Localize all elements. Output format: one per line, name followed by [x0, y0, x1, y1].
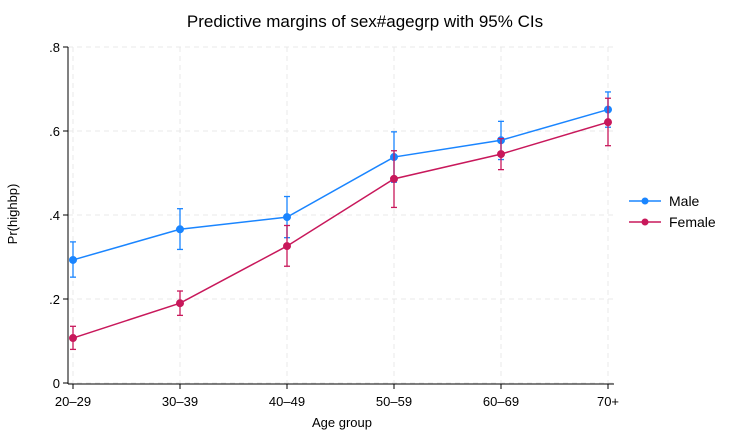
x-tick-label: 50–59 — [376, 394, 412, 409]
legend-marker-female — [641, 218, 649, 226]
legend: Male Female — [629, 193, 716, 230]
series-group — [69, 91, 612, 351]
y-tick-label: 0 — [53, 376, 60, 391]
chart-title: Predictive margins of sex#agegrp with 95… — [187, 12, 543, 31]
data-point-female — [69, 334, 77, 343]
series-line-female — [72, 121, 609, 339]
data-point-male — [176, 225, 184, 234]
x-tick-label: 20–29 — [55, 394, 91, 409]
data-point-female — [176, 299, 184, 308]
y-axis-label: Pr(highbp) — [5, 184, 20, 245]
x-tick-label: 60–69 — [483, 394, 519, 409]
legend-label-male: Male — [669, 193, 700, 209]
grid-lines — [68, 46, 614, 384]
data-point-female — [390, 174, 398, 183]
legend-marker-male — [641, 197, 649, 205]
y-tick-label: .2 — [49, 292, 60, 307]
tick-marks: 0 .2 .4 .6 .8 20–29 30–39 40–49 50–59 60–69 70+ — [49, 40, 619, 409]
data-point-female — [283, 242, 291, 251]
legend-item-male: Male — [629, 193, 700, 209]
data-point-female — [604, 118, 612, 127]
data-point-male — [69, 255, 77, 264]
x-tick-label: 70+ — [597, 394, 619, 409]
data-point-male — [283, 213, 291, 222]
x-tick-label: 40–49 — [269, 394, 305, 409]
data-point-female — [497, 150, 505, 159]
legend-item-female: Female — [629, 214, 716, 230]
legend-label-female: Female — [669, 214, 716, 230]
y-tick-label: .4 — [49, 208, 60, 223]
x-tick-label: 30–39 — [162, 394, 198, 409]
y-tick-label: .6 — [49, 124, 60, 139]
series-line-male — [72, 108, 609, 261]
y-tick-label: .8 — [49, 40, 60, 55]
x-axis-label: Age group — [312, 415, 372, 430]
series-male — [69, 91, 612, 278]
series-female — [69, 97, 612, 351]
